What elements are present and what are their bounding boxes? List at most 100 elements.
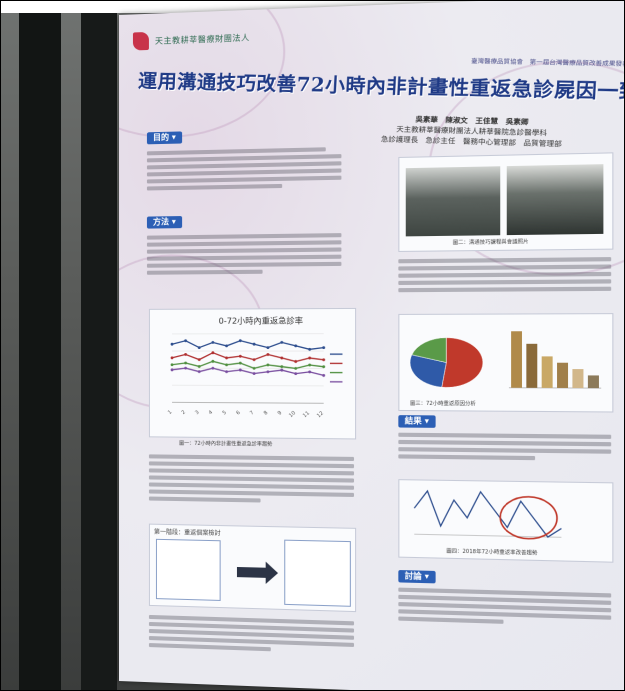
highlight-circle — [500, 496, 557, 539]
meeting-photo-2 — [507, 164, 604, 235]
bar — [588, 375, 599, 388]
data-point — [280, 357, 283, 360]
data-point — [308, 348, 311, 351]
bar — [526, 344, 537, 388]
x-tick-label: 11 — [302, 410, 311, 419]
x-tick-label: 6 — [235, 410, 241, 417]
data-point — [294, 372, 297, 375]
data-point — [266, 370, 269, 373]
section-result-tag: 結果 ▾ — [398, 415, 435, 428]
data-point — [225, 357, 228, 360]
data-point — [198, 346, 201, 349]
data-point — [308, 364, 311, 367]
data-point — [198, 365, 201, 368]
data-point — [184, 367, 187, 370]
data-point — [171, 368, 174, 371]
bar — [557, 363, 568, 388]
hospital-logo: 天主教耕莘醫療財團法人 — [133, 24, 254, 55]
x-tick-label: 2 — [181, 409, 187, 416]
data-point — [253, 372, 256, 375]
data-point — [198, 370, 201, 373]
x-axis — [172, 402, 324, 403]
data-point — [280, 341, 283, 344]
x-tick-label: 9 — [277, 410, 284, 417]
issue-list-box — [156, 539, 221, 601]
author-block: 吳素華 陳淑文 王佳慧 吳素卿 天主教耕莘醫療財團法人耕莘醫院急診醫學科 急診護… — [364, 113, 581, 150]
stage1-flow-panel: 第一階段：重返個案檢討 — [149, 524, 356, 613]
section-discussion-tag: 討論 ▾ — [398, 570, 435, 583]
trend-caption: 圖四：2018年72小時重返率改善趨勢 — [446, 547, 537, 556]
section-method-tag: 方法 ▾ — [147, 216, 182, 229]
gridline — [172, 385, 324, 386]
data-point — [266, 363, 269, 366]
photo-caption: 圖二：溝通技巧課程與會議照片 — [453, 238, 529, 246]
data-point — [171, 343, 174, 346]
display-stand-pole — [81, 13, 117, 690]
logo-text: 天主教耕莘醫療財團法人 — [155, 32, 250, 46]
data-point — [239, 362, 242, 365]
cause-analysis-panel: 圖三：72小時重返原因分析 — [398, 313, 613, 412]
bar-chart — [502, 325, 607, 399]
section-purpose-tag: 目的 ▾ — [147, 131, 182, 144]
data-point — [322, 358, 325, 361]
data-point — [294, 367, 297, 370]
data-point — [239, 355, 242, 358]
poster: 天主教耕莘醫療財團法人 臺灣醫療品質協會 第一屆台灣醫療品質改善成果發表 運用溝… — [119, 0, 625, 691]
data-point — [266, 346, 269, 349]
x-tick-label: 5 — [221, 410, 227, 417]
x-tick-label: 12 — [316, 410, 325, 419]
bar — [511, 331, 522, 388]
data-point — [184, 339, 187, 342]
line-chart: 1 2 3 4 5 6 7 8 9 10 11 12 — [150, 323, 355, 436]
display-stand-left — [19, 13, 61, 690]
series-line — [172, 341, 324, 350]
x-tick-label: 8 — [263, 410, 269, 417]
data-point — [253, 367, 256, 370]
data-point — [253, 358, 256, 361]
result-text-2 — [398, 430, 611, 474]
line-chart-panel: 0-72小時內重返急診率 1 2 3 4 5 6 7 8 9 10 11 12 — [149, 308, 356, 440]
data-point — [294, 360, 297, 363]
stage2-text — [149, 612, 354, 676]
meeting-photo-1 — [406, 166, 500, 236]
x-tick-label: 1 — [167, 409, 173, 416]
action-list-box — [284, 540, 351, 607]
data-point — [294, 344, 297, 347]
pie-slice — [442, 338, 483, 388]
data-point — [171, 356, 174, 359]
bar — [572, 369, 583, 388]
x-tick-label: 10 — [288, 410, 297, 419]
line-chart-caption: 圖一：72小時內非計畫性重返急診率趨勢 — [179, 440, 272, 448]
data-point — [322, 346, 325, 349]
trend-chart-panel: 圖四：2018年72小時重返率改善趨勢 — [398, 479, 613, 563]
stage1-text — [149, 451, 354, 525]
pie-caption: 圖三：72小時重返原因分析 — [410, 400, 476, 408]
right-arrow-icon — [237, 567, 266, 578]
data-point — [280, 369, 283, 372]
photo-panel: 圖二：溝通技巧課程與會議照片 — [398, 152, 613, 252]
data-point — [184, 353, 187, 356]
data-point — [308, 357, 311, 360]
data-point — [198, 358, 201, 361]
x-tick-label: 4 — [208, 410, 214, 417]
data-point — [211, 360, 214, 363]
data-point — [308, 370, 311, 373]
data-point — [225, 344, 228, 347]
bar — [542, 356, 553, 388]
x-tick-label: 3 — [194, 409, 200, 416]
series-line — [172, 368, 324, 375]
data-point — [322, 374, 325, 377]
data-point — [266, 353, 269, 356]
data-point — [239, 339, 242, 342]
data-point — [171, 363, 174, 366]
data-point — [211, 351, 214, 354]
data-point — [280, 365, 283, 368]
series-line — [172, 361, 324, 368]
purpose-text — [147, 144, 342, 213]
x-tick-label: 7 — [249, 410, 255, 417]
data-point — [211, 341, 214, 344]
data-point — [239, 369, 242, 372]
data-point — [184, 362, 187, 365]
data-point — [211, 367, 214, 370]
